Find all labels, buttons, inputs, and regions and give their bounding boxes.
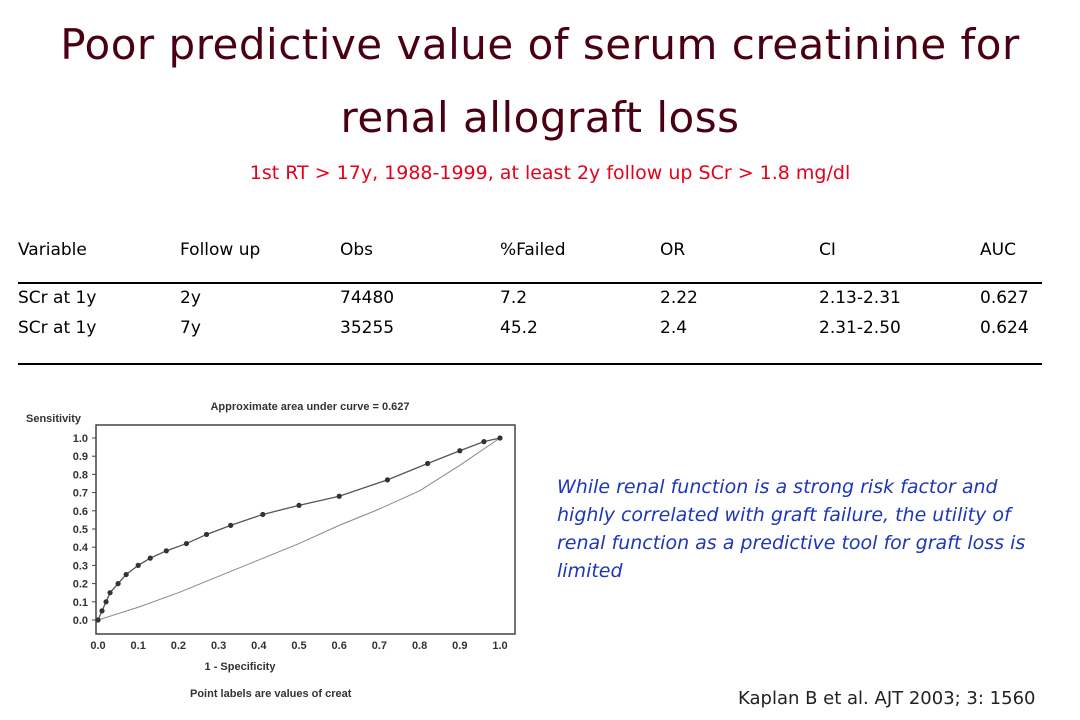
slide-title-line1: Poor predictive value of serum creatinin… (60, 20, 1020, 69)
y-axis-label: Sensitivity (26, 413, 82, 425)
table-bottom-rule (18, 363, 1042, 365)
slide-title-line2: renal allograft loss (340, 93, 740, 142)
series-lines (97, 437, 501, 621)
roc-point (497, 435, 503, 441)
plot-frame (95, 424, 516, 635)
header-or: OR (660, 240, 686, 260)
y-tick-label: 0.1 (73, 597, 88, 609)
cell-or: 2.22 (660, 288, 698, 308)
x-tick-label: 0.4 (251, 640, 267, 652)
table-header-row: Variable Follow up Obs %Failed OR CI AUC (18, 240, 1042, 262)
roc-point (99, 608, 105, 614)
cell-obs: 74480 (340, 288, 395, 308)
y-tick-label: 0.7 (73, 488, 88, 500)
roc-point (95, 617, 101, 623)
reference-curve-line (97, 437, 501, 621)
x-tick-label: 0.5 (291, 640, 306, 652)
slide-subtitle: 1st RT > 17y, 1988-1999, at least 2y fol… (249, 162, 851, 184)
cell-or: 2.4 (660, 318, 688, 338)
roc-point (425, 460, 431, 467)
results-table: Variable Follow up Obs %Failed OR CI AUC… (18, 240, 1042, 370)
header-obs: Obs (340, 240, 374, 260)
roc-point (203, 531, 210, 538)
cell-variable: SCr at 1y (18, 318, 97, 338)
roc-chart: Approximate area under curve = 0.627 Sen… (26, 401, 516, 700)
y-tick-label: 0.2 (73, 579, 88, 591)
header-auc: AUC (980, 240, 1016, 260)
roc-point (384, 477, 391, 483)
y-tick-label: 1.0 (73, 433, 88, 445)
cell-auc: 0.624 (980, 318, 1029, 338)
roc-point (135, 562, 141, 568)
cell-failed: 7.2 (500, 288, 528, 308)
y-tick-label: 0.0 (73, 615, 88, 627)
x-tick-label: 1.0 (492, 640, 507, 652)
x-tick-label: 0.0 (90, 640, 105, 652)
chart-footnote: Point labels are values of creat (190, 688, 352, 700)
cell-failed: 45.2 (500, 318, 538, 338)
header-ci: CI (819, 240, 836, 260)
cell-ci: 2.31-2.50 (819, 318, 901, 338)
series-points (95, 435, 503, 623)
roc-point (107, 590, 113, 596)
roc-point (296, 502, 302, 508)
table-row: SCr at 1y 2y 74480 7.2 2.22 2.13-2.31 0.… (18, 288, 1042, 310)
cell-obs: 35255 (340, 318, 395, 338)
roc-point (163, 548, 169, 554)
y-tick-label: 0.6 (73, 506, 88, 518)
x-tick-label: 0.7 (372, 640, 387, 652)
y-tick-label: 0.9 (73, 451, 88, 463)
cell-variable: SCr at 1y (18, 288, 97, 308)
roc-point (183, 540, 190, 547)
table-header-rule (18, 282, 1042, 284)
roc-point (228, 522, 234, 528)
y-tick-label: 0.3 (73, 560, 88, 572)
cell-follow-up: 7y (180, 318, 201, 338)
cell-ci: 2.13-2.31 (819, 288, 901, 308)
axis-ticks: 0.0 0.1 0.2 0.3 0.4 0.5 0.6 0.7 0.8 0.9 1.0 0.0 0.1 0… (73, 433, 508, 652)
roc-point (103, 599, 109, 605)
key-message-quote: While renal function is a strong risk fa… (557, 476, 1026, 582)
roc-point (481, 439, 487, 445)
table-row: SCr at 1y 7y 35255 45.2 2.4 2.31-2.50 0.… (18, 318, 1042, 340)
roc-point (260, 511, 266, 518)
x-axis-label: 1 - Specificity (205, 661, 277, 673)
x-tick-label: 0.1 (131, 640, 146, 652)
x-tick-label: 0.2 (171, 640, 186, 652)
cell-follow-up: 2y (180, 288, 201, 308)
x-tick-label: 0.8 (412, 640, 427, 652)
x-tick-label: 0.9 (452, 640, 467, 652)
roc-curve-line (97, 437, 501, 621)
y-tick-label: 0.5 (73, 524, 88, 536)
citation: Kaplan B et al. AJT 2003; 3: 1560 (738, 688, 1036, 709)
roc-point (123, 571, 129, 578)
y-tick-label: 0.8 (73, 469, 88, 481)
roc-point (115, 581, 121, 587)
roc-point (457, 448, 463, 454)
header-follow-up: Follow up (180, 240, 261, 260)
x-tick-label: 0.3 (211, 640, 226, 652)
cell-auc: 0.627 (980, 288, 1029, 308)
x-tick-label: 0.6 (332, 640, 347, 652)
header-variable: Variable (18, 240, 87, 260)
roc-point (147, 555, 153, 561)
roc-point (336, 493, 342, 499)
chart-title: Approximate area under curve = 0.627 (210, 401, 409, 413)
y-tick-label: 0.4 (73, 542, 89, 554)
header-failed: %Failed (500, 240, 566, 260)
